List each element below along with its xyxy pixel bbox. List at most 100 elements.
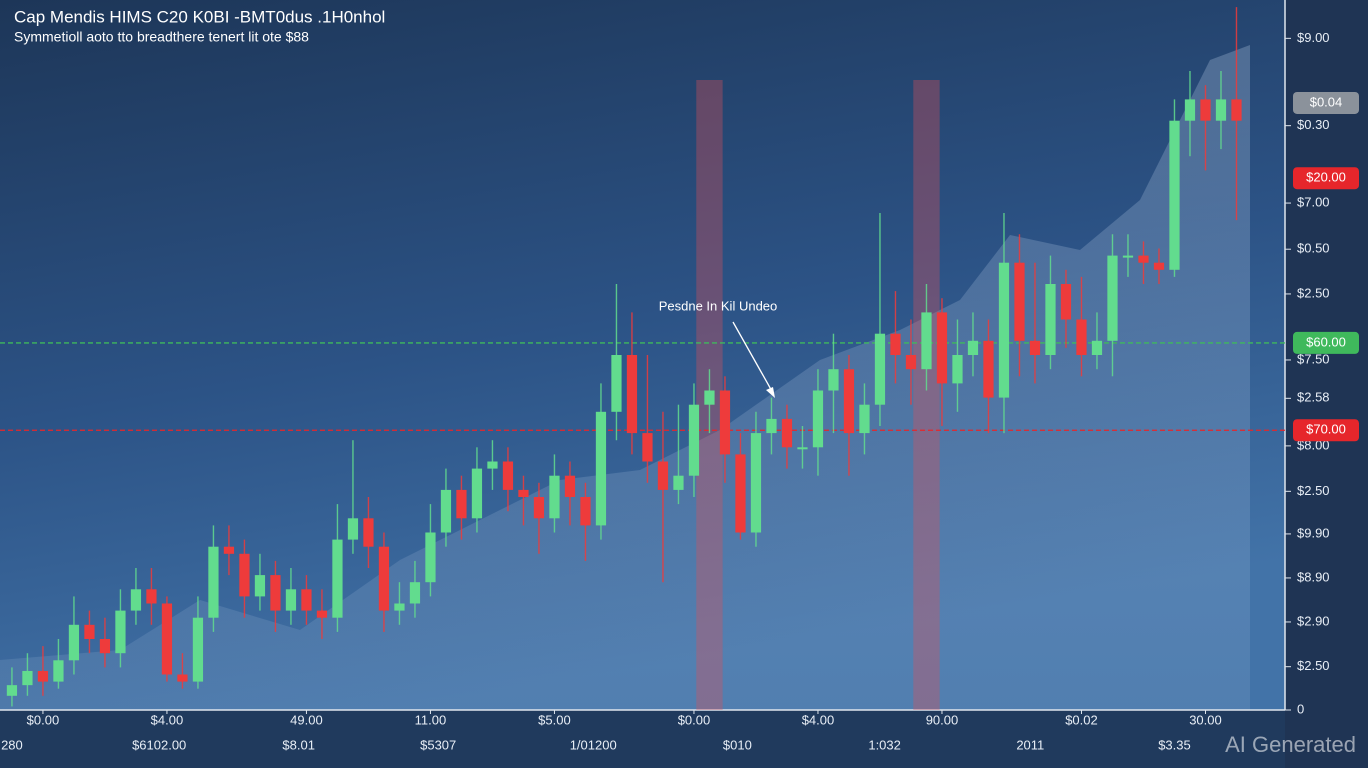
candle-body: [239, 553, 250, 597]
candle-body: [378, 546, 390, 611]
level-layer: [0, 342, 1285, 431]
candle-body: [471, 468, 483, 519]
x-tick-label: 1/01200: [570, 737, 617, 752]
candle-body: [657, 461, 669, 490]
y-tick-label: $2.50: [1297, 658, 1330, 673]
candle-body: [1029, 340, 1041, 355]
y-tick-label: $2.50: [1297, 285, 1330, 300]
x-tick-label: $5.00: [538, 712, 571, 727]
candle-body: [394, 603, 405, 611]
annotation-arrowhead: [766, 387, 775, 398]
candle-body: [750, 433, 762, 533]
candle-body: [208, 546, 219, 618]
candle-body: [890, 333, 901, 355]
candle-body: [967, 340, 979, 355]
price-badge-label: $20.00: [1306, 170, 1346, 185]
candle-body: [161, 603, 173, 675]
candle-body: [502, 461, 514, 490]
candle-body: [1184, 99, 1196, 121]
x-tick-label: 2011: [1016, 737, 1044, 752]
candle-body: [518, 489, 529, 497]
y-tick-label: 0: [1297, 701, 1304, 716]
price-badge-label: $0.04: [1310, 94, 1343, 109]
y-tick-label: $7.50: [1297, 351, 1330, 366]
x-tick-label: $8.01: [282, 737, 315, 752]
candle-body: [1045, 284, 1056, 355]
candle-body: [332, 539, 343, 618]
candle-body: [998, 262, 1010, 398]
x-axis-panel: [0, 710, 1285, 768]
candle-body: [549, 475, 560, 519]
candle-body: [595, 411, 607, 526]
x-tick-label: $6102.00: [132, 737, 186, 752]
x-tick-label: 90.00: [926, 712, 959, 727]
axis-layer: $9.00$0.30$7.00$0.50$2.50$7.50$2.58$8.00…: [1, 30, 1359, 752]
price-badge: [1293, 91, 1359, 114]
candle-body: [99, 639, 111, 654]
candle-body: [564, 475, 576, 497]
y-tick-label: $2.90: [1297, 613, 1330, 628]
candle-body: [456, 489, 467, 519]
candle-body: [1060, 284, 1072, 320]
x-tick-label: $4.00: [802, 712, 835, 727]
y-tick-label: $2.58: [1297, 390, 1330, 405]
candle-body: [828, 369, 839, 391]
candle-body: [1014, 262, 1025, 341]
price-badge: [1293, 331, 1359, 354]
x-tick-label: 30.00: [1189, 712, 1222, 727]
candle-body: [363, 518, 374, 547]
candle-body: [533, 497, 545, 519]
candle-body: [735, 454, 746, 533]
candle-body: [1200, 99, 1211, 121]
candle-body: [115, 610, 126, 654]
x-tick-label: 11.00: [415, 712, 447, 727]
candle-body: [1138, 255, 1149, 263]
candle-body: [146, 589, 157, 604]
candle-body: [983, 340, 994, 398]
x-tick-label: $0.00: [27, 712, 60, 727]
candle-body: [704, 390, 715, 405]
annotation: Pesdne In Kil Undeo: [659, 298, 778, 313]
candle-body: [1169, 120, 1180, 270]
candle-body: [440, 489, 452, 533]
candle-body: [859, 404, 870, 434]
candle-body: [1091, 340, 1103, 355]
candle-body: [766, 418, 777, 434]
candle-body: [921, 312, 932, 370]
candle-body: [580, 497, 591, 526]
background-haze: [0, 45, 1250, 710]
y-tick-label: $9.90: [1297, 525, 1330, 540]
x-tick-label: $010: [723, 737, 752, 752]
price-badge-label: $70.00: [1306, 422, 1346, 437]
candle-body: [797, 447, 808, 450]
annotation-arrow: [732, 321, 774, 394]
candle-body: [425, 532, 436, 583]
candle-body: [642, 433, 653, 462]
candle-body: [1107, 255, 1118, 341]
candle-body: [905, 355, 917, 370]
candle-body: [254, 575, 266, 597]
candle-body: [719, 390, 731, 455]
x-tick-label: 49.00: [290, 712, 323, 727]
candle-body: [84, 624, 95, 639]
candle-body: [611, 355, 622, 412]
candle-body: [487, 461, 498, 469]
chart-subtitle: Symmetioll aoto tto breadthere tenert li…: [14, 29, 309, 45]
x-tick-label: $3.35: [1158, 737, 1191, 752]
x-tick-label: $5307: [420, 737, 456, 752]
y-axis-panel: [1285, 0, 1368, 768]
price-badge: [1293, 167, 1359, 190]
x-tick-label: $0.02: [1065, 712, 1098, 727]
candle-body: [781, 418, 793, 448]
candle-body: [223, 546, 235, 554]
candle-body: [347, 518, 359, 540]
candle-body: [843, 369, 855, 434]
y-tick-label: $0.50: [1297, 241, 1330, 256]
candle-body: [177, 674, 188, 682]
candle-body: [1122, 255, 1134, 258]
price-badge-label: $60.00: [1306, 334, 1346, 349]
candle-body: [285, 589, 297, 611]
candle-body: [316, 610, 328, 618]
candle-body: [1076, 319, 1087, 355]
